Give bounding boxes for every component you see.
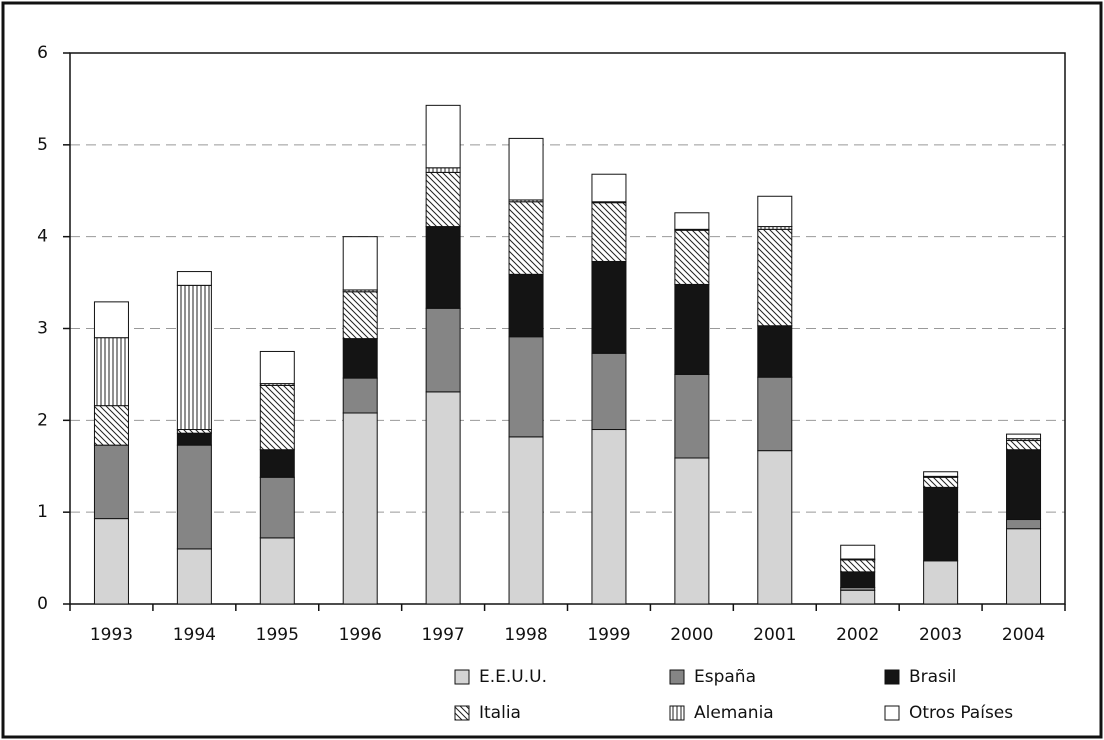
y-tick-label: 5 — [37, 135, 48, 155]
bar-segment — [342, 377, 378, 414]
y-tick-label: 4 — [37, 227, 48, 247]
bar-segment — [923, 476, 959, 488]
legend-label: Otros Países — [909, 703, 1013, 723]
y-tick-label: 6 — [37, 43, 48, 63]
bar-segment — [508, 273, 544, 338]
x-tick-label: 2001 — [753, 625, 796, 645]
bar-segment — [1006, 528, 1042, 605]
bar-segment — [425, 167, 461, 173]
legend-label: España — [694, 667, 756, 687]
legend-swatch — [884, 669, 900, 685]
legend-swatch — [669, 669, 685, 685]
bar-segment — [259, 350, 295, 385]
bar-segment — [591, 352, 627, 431]
bar-segment — [425, 226, 461, 309]
bar-segment — [93, 518, 129, 605]
bar-segment — [1006, 433, 1042, 440]
legend-swatch — [669, 705, 685, 721]
bar-segment — [840, 589, 876, 605]
bar-segment — [757, 228, 793, 327]
bar-segment — [757, 195, 793, 228]
bar-segment — [591, 173, 627, 203]
bar-segment — [757, 450, 793, 605]
bar-segment — [425, 307, 461, 393]
y-tick-label: 0 — [37, 594, 48, 614]
bar-segment — [591, 260, 627, 354]
x-tick-label: 2000 — [670, 625, 713, 645]
bar-segment — [176, 429, 212, 434]
legend-label: Italia — [479, 703, 521, 723]
legend-label: Brasil — [909, 667, 956, 687]
bar-segment — [176, 432, 212, 446]
y-tick-label: 2 — [37, 410, 48, 430]
bar-segment — [674, 373, 710, 459]
bar-segment — [840, 559, 876, 573]
legend-swatch — [884, 705, 900, 721]
y-tick-label: 1 — [37, 502, 48, 522]
bar-segment — [508, 436, 544, 605]
x-tick-label: 2004 — [1002, 625, 1045, 645]
x-tick-label: 1993 — [90, 625, 133, 645]
bar-segment — [259, 449, 295, 478]
bar-segment — [757, 325, 793, 378]
bar-segment — [1006, 440, 1042, 451]
bar-segment — [591, 429, 627, 605]
legend-label: E.E.U.U. — [479, 667, 547, 687]
bar-segment — [1006, 449, 1042, 521]
bar-segment — [259, 384, 295, 451]
bar-segment — [757, 376, 793, 452]
x-tick-label: 1994 — [173, 625, 216, 645]
bar-segment — [425, 104, 461, 169]
bar-segment — [342, 412, 378, 605]
bar-segment — [425, 171, 461, 228]
x-tick-label: 1997 — [421, 625, 464, 645]
bar-segment — [674, 212, 710, 230]
bar-segment — [176, 271, 212, 286]
bar-segment — [259, 476, 295, 539]
x-tick-label: 1998 — [504, 625, 547, 645]
bar-segment — [674, 283, 710, 375]
bar-segment — [342, 338, 378, 379]
legend-swatch — [454, 669, 470, 685]
bar-segment — [591, 202, 627, 262]
x-tick-label: 2003 — [919, 625, 962, 645]
bar-segment — [923, 486, 959, 562]
bar-segment — [840, 544, 876, 560]
bar-segment — [674, 457, 710, 605]
legend-label: Alemania — [694, 703, 774, 723]
legend-swatch — [454, 705, 470, 721]
bar-segment — [508, 137, 544, 201]
bar-segment — [674, 229, 710, 285]
bar-segment — [1006, 519, 1042, 530]
x-tick-label: 2002 — [836, 625, 879, 645]
y-tick-label: 3 — [37, 319, 48, 339]
bar-segment — [342, 291, 378, 340]
bar-segment — [425, 391, 461, 605]
bar-segment — [93, 337, 129, 407]
bar-segment — [176, 284, 212, 431]
x-tick-label: 1999 — [587, 625, 630, 645]
bar-segment — [342, 236, 378, 291]
bar-segment — [923, 560, 959, 605]
bar-segment — [93, 405, 129, 446]
bar-segment — [508, 201, 544, 275]
bar-segment — [176, 548, 212, 605]
bar-segment — [93, 301, 129, 339]
x-tick-label: 1995 — [256, 625, 299, 645]
bar-segment — [840, 571, 876, 588]
x-tick-label: 1996 — [339, 625, 382, 645]
bar-segment — [508, 336, 544, 438]
bar-segment — [259, 537, 295, 605]
bar-segment — [923, 471, 959, 477]
bar-segment — [93, 444, 129, 520]
bar-segment — [176, 444, 212, 550]
